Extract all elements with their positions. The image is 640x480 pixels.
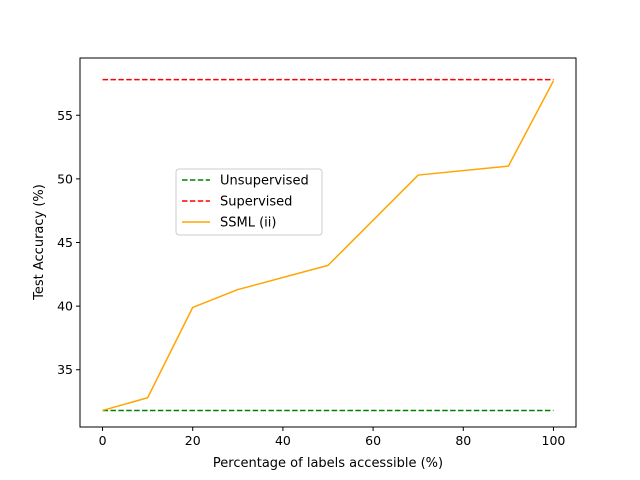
x-tick-label: 20 xyxy=(185,433,201,448)
x-tick-label: 0 xyxy=(99,433,107,448)
series-line-2 xyxy=(102,80,555,412)
y-tick-label: 45 xyxy=(57,235,73,250)
legend-label-1: Supervised xyxy=(220,195,292,210)
x-tick-label: 100 xyxy=(542,433,566,448)
y-tick-label: 35 xyxy=(57,362,73,377)
legend-label-2: SSML (ii) xyxy=(220,216,276,231)
x-tick-label: 80 xyxy=(455,433,471,448)
x-axis-label: Percentage of labels accessible (%) xyxy=(213,456,443,471)
y-axis-label: Test Accuracy (%) xyxy=(32,184,47,301)
x-tick-label: 60 xyxy=(365,433,381,448)
series-layer xyxy=(102,78,555,412)
ticks-layer: 0 20 40 60 80 100 35 40 45 50 55 xyxy=(57,108,565,448)
legend: Unsupervised Supervised SSML (ii) xyxy=(175,168,323,236)
y-tick-label: 40 xyxy=(57,299,73,314)
legend-label-0: Unsupervised xyxy=(220,174,309,189)
y-tick-label: 55 xyxy=(57,108,73,123)
y-tick-label: 50 xyxy=(57,171,73,186)
legend-box xyxy=(175,168,323,236)
x-tick-label: 40 xyxy=(275,433,291,448)
